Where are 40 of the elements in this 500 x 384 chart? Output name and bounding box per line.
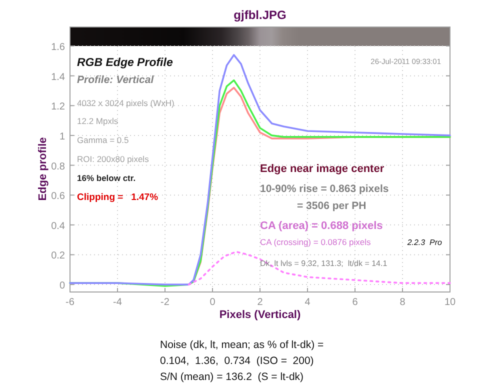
x-axis-title: Pixels (Vertical) <box>219 309 301 321</box>
annotation: ROI: 200x80 pixels <box>77 154 149 164</box>
text: 0.104, 1.36, 0.734 (ISO = 200) <box>160 355 314 367</box>
x-tick-label: 10 <box>444 297 456 308</box>
y-axis-title: Edge profile <box>37 137 49 201</box>
annotation: 4032 x 3024 pixels (WxH) <box>77 98 174 108</box>
y-tick-label: 1.2 <box>51 102 66 113</box>
annotation: Profile: Vertical <box>77 74 155 86</box>
annotation: Gamma = 0.5 <box>77 135 130 145</box>
annotation: 16% below ctr. <box>77 173 136 183</box>
y-tick-label: 1 <box>59 131 66 142</box>
x-tick-label: 4 <box>304 297 311 308</box>
x-tick-label: -6 <box>66 297 75 308</box>
annotation: Edge near image center <box>260 163 385 175</box>
annotation: Dk, lt lvls = 9.32, 131.3; lt/dk = 14.1 <box>260 259 388 268</box>
y-tick-label: 1.6 <box>51 42 66 53</box>
annotation: 12.2 Mpxls <box>77 116 118 126</box>
y-tick-label: 0.4 <box>51 220 66 232</box>
x-tick-label: -2 <box>160 297 170 308</box>
text: Noise (dk, lt, mean; as % of lt-dk) = <box>160 339 324 351</box>
text: S/N (mean) = 136.2 (S = lt-dk) <box>160 371 304 383</box>
annotation: 10-90% rise = 0.863 pixels <box>260 183 389 195</box>
annotation: = 3506 per PH <box>297 200 366 212</box>
annotation: CA (area) = 0.688 pixels <box>260 220 383 232</box>
chart-title: gjfbl.JPG <box>234 8 286 22</box>
x-tick-label: -4 <box>113 297 122 308</box>
y-tick-label: 1.4 <box>51 72 66 83</box>
annotation: RGB Edge Profile <box>77 57 174 69</box>
y-tick-label: 0.2 <box>51 250 66 262</box>
x-tick-label: 8 <box>400 297 406 308</box>
x-tick-label: 0 <box>210 297 216 308</box>
annotation: 2.2.3 Pro <box>406 238 443 247</box>
y-tick-label: 0.8 <box>51 161 66 172</box>
annotation: Clipping = 1.47% <box>77 192 159 203</box>
x-tick-label: 6 <box>352 297 358 308</box>
x-tick-label: 2 <box>257 297 264 308</box>
annotation: CA (crossing) = 0.0876 pixels <box>260 237 371 247</box>
y-tick-label: 0 <box>59 280 66 292</box>
y-tick-label: 0.6 <box>51 191 66 202</box>
line-series <box>188 250 451 286</box>
